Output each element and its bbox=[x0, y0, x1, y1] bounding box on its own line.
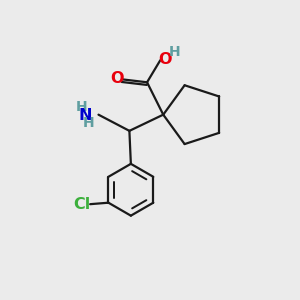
Text: O: O bbox=[158, 52, 172, 67]
Text: H: H bbox=[76, 100, 87, 114]
Text: O: O bbox=[110, 71, 124, 86]
Text: Cl: Cl bbox=[73, 197, 91, 212]
Text: H: H bbox=[83, 116, 95, 130]
Text: N: N bbox=[79, 108, 92, 123]
Text: H: H bbox=[169, 45, 181, 59]
